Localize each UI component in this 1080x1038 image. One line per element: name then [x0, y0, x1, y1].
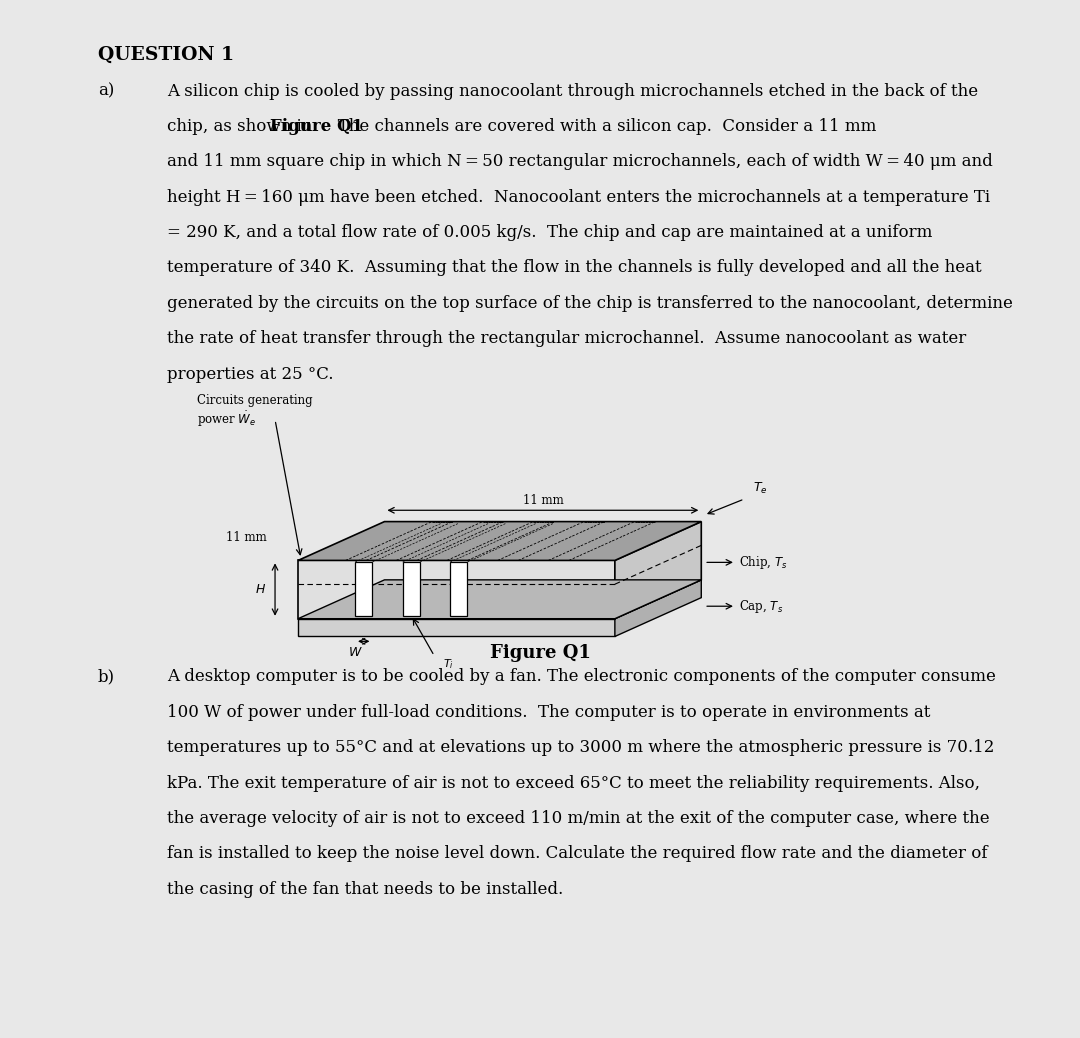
Text: QUESTION 1: QUESTION 1: [98, 46, 234, 63]
Text: 11 mm: 11 mm: [226, 531, 267, 544]
Text: temperature of 340 K.  Assuming that the flow in the channels is fully developed: temperature of 340 K. Assuming that the …: [167, 260, 982, 276]
Text: fan is installed to keep the noise level down. Calculate the required flow rate : fan is installed to keep the noise level…: [167, 845, 988, 863]
Text: $T_i$: $T_i$: [443, 657, 454, 672]
Text: 100 W of power under full-load conditions.  The computer is to operate in enviro: 100 W of power under full-load condition…: [167, 704, 931, 720]
Text: chip, as shown in: chip, as shown in: [167, 118, 318, 135]
Text: = 290 K, and a total flow rate of 0.005 kg/s.  The chip and cap are maintained a: = 290 K, and a total flow rate of 0.005 …: [167, 224, 933, 241]
Text: a): a): [98, 83, 114, 100]
Text: kPa. The exit temperature of air is not to exceed 65°C to meet the reliability r: kPa. The exit temperature of air is not …: [167, 774, 981, 792]
Text: generated by the circuits on the top surface of the chip is transferred to the n: generated by the circuits on the top sur…: [167, 295, 1013, 311]
Text: Figure Q1: Figure Q1: [270, 118, 363, 135]
Text: the rate of heat transfer through the rectangular microchannel.  Assume nanocool: the rate of heat transfer through the re…: [167, 330, 967, 347]
Text: power $\dot{W}_e$: power $\dot{W}_e$: [198, 410, 257, 430]
Text: height H = 160 μm have been etched.  Nanocoolant enters the microchannels at a t: height H = 160 μm have been etched. Nano…: [167, 189, 990, 206]
Text: $W$: $W$: [348, 646, 363, 658]
Text: and 11 mm square chip in which N = 50 rectangular microchannels, each of width W: and 11 mm square chip in which N = 50 re…: [167, 154, 994, 170]
Text: A silicon chip is cooled by passing nanocoolant through microchannels etched in : A silicon chip is cooled by passing nano…: [167, 83, 978, 100]
Text: A desktop computer is to be cooled by a fan. The electronic components of the co: A desktop computer is to be cooled by a …: [167, 668, 996, 685]
Polygon shape: [298, 522, 701, 561]
Polygon shape: [298, 561, 615, 619]
Text: properties at 25 °C.: properties at 25 °C.: [167, 365, 334, 383]
Text: b): b): [98, 668, 114, 685]
Polygon shape: [298, 619, 615, 636]
Polygon shape: [615, 522, 701, 619]
Text: Chip, $T_s$: Chip, $T_s$: [739, 554, 787, 571]
Text: the casing of the fan that needs to be installed.: the casing of the fan that needs to be i…: [167, 880, 564, 898]
Polygon shape: [615, 580, 701, 636]
Text: Cap, $T_s$: Cap, $T_s$: [739, 598, 783, 614]
Text: Figure Q1: Figure Q1: [489, 644, 591, 661]
Text: temperatures up to 55°C and at elevations up to 3000 m where the atmospheric pre: temperatures up to 55°C and at elevation…: [167, 739, 995, 757]
Polygon shape: [355, 562, 373, 617]
Polygon shape: [450, 562, 468, 617]
Text: $H$: $H$: [255, 583, 267, 596]
Text: .  The channels are covered with a silicon cap.  Consider a 11 mm: . The channels are covered with a silico…: [322, 118, 876, 135]
Text: the average velocity of air is not to exceed 110 m/min at the exit of the comput: the average velocity of air is not to ex…: [167, 810, 990, 827]
Polygon shape: [403, 562, 420, 617]
Text: Circuits generating: Circuits generating: [198, 393, 313, 407]
Text: $T_e$: $T_e$: [753, 481, 768, 496]
Polygon shape: [298, 580, 701, 619]
Text: 11 mm: 11 mm: [523, 494, 564, 507]
